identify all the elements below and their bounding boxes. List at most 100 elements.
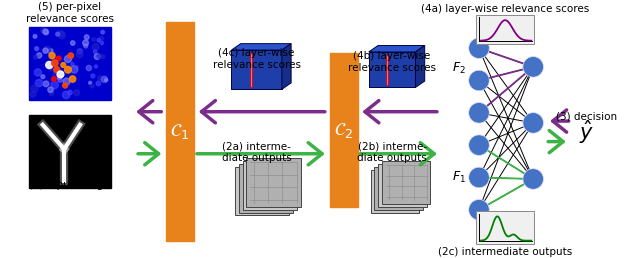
Circle shape bbox=[100, 37, 104, 41]
Circle shape bbox=[48, 49, 53, 54]
Text: (5) per-pixel
relevance scores: (5) per-pixel relevance scores bbox=[26, 2, 114, 24]
Circle shape bbox=[70, 62, 74, 66]
Circle shape bbox=[92, 38, 95, 41]
Bar bbox=[232, 50, 282, 89]
Circle shape bbox=[76, 65, 79, 68]
Polygon shape bbox=[232, 44, 291, 50]
Bar bbox=[29, 115, 111, 188]
Bar bbox=[382, 161, 431, 204]
Circle shape bbox=[63, 78, 70, 85]
Bar bbox=[378, 164, 427, 207]
Circle shape bbox=[53, 72, 58, 77]
Circle shape bbox=[523, 113, 543, 133]
Circle shape bbox=[63, 91, 70, 99]
Circle shape bbox=[48, 87, 53, 92]
Circle shape bbox=[41, 28, 46, 34]
Circle shape bbox=[468, 167, 489, 188]
Text: (2a) interme-
diate outputs: (2a) interme- diate outputs bbox=[222, 142, 292, 163]
Circle shape bbox=[43, 81, 49, 87]
Circle shape bbox=[69, 76, 76, 82]
Circle shape bbox=[57, 30, 63, 37]
Circle shape bbox=[101, 30, 104, 34]
Bar bbox=[166, 22, 194, 241]
Circle shape bbox=[51, 58, 54, 61]
Circle shape bbox=[52, 77, 56, 81]
Text: (2b) interme-
diate outputs: (2b) interme- diate outputs bbox=[357, 142, 427, 163]
Bar bbox=[243, 161, 297, 210]
Circle shape bbox=[57, 75, 61, 79]
Text: (4b) layer-wise
relevance scores: (4b) layer-wise relevance scores bbox=[348, 51, 436, 72]
Circle shape bbox=[44, 30, 49, 35]
Bar bbox=[476, 211, 534, 244]
Circle shape bbox=[33, 55, 37, 59]
Circle shape bbox=[43, 29, 48, 34]
Text: $\mathcal{C}_1$: $\mathcal{C}_1$ bbox=[170, 122, 189, 141]
Circle shape bbox=[101, 76, 108, 83]
Circle shape bbox=[65, 66, 71, 73]
Text: $F_2$: $F_2$ bbox=[452, 61, 466, 76]
Circle shape bbox=[523, 57, 543, 77]
Bar bbox=[374, 167, 423, 210]
Circle shape bbox=[77, 49, 83, 54]
Text: (3) decision: (3) decision bbox=[556, 112, 617, 122]
Circle shape bbox=[95, 65, 97, 68]
Circle shape bbox=[31, 85, 38, 92]
Circle shape bbox=[90, 84, 94, 88]
Circle shape bbox=[97, 38, 100, 42]
Circle shape bbox=[74, 90, 80, 96]
Bar bbox=[371, 170, 419, 213]
Polygon shape bbox=[415, 45, 425, 87]
Bar bbox=[29, 27, 111, 100]
Bar bbox=[235, 167, 289, 215]
Circle shape bbox=[33, 35, 37, 38]
Circle shape bbox=[35, 69, 42, 76]
Circle shape bbox=[93, 50, 97, 53]
Circle shape bbox=[84, 35, 89, 39]
Circle shape bbox=[63, 83, 68, 88]
Circle shape bbox=[468, 103, 489, 123]
Circle shape bbox=[49, 67, 53, 71]
Circle shape bbox=[468, 199, 489, 220]
Circle shape bbox=[45, 61, 53, 69]
Circle shape bbox=[68, 53, 74, 59]
Text: (4a) layer-wise relevance scores: (4a) layer-wise relevance scores bbox=[421, 4, 589, 14]
Circle shape bbox=[51, 81, 58, 89]
Circle shape bbox=[97, 54, 102, 59]
Circle shape bbox=[83, 40, 88, 46]
Circle shape bbox=[43, 48, 48, 53]
Circle shape bbox=[468, 70, 489, 91]
Circle shape bbox=[49, 53, 55, 59]
Circle shape bbox=[56, 32, 60, 36]
Circle shape bbox=[104, 78, 108, 82]
Circle shape bbox=[86, 65, 92, 71]
Bar bbox=[476, 14, 534, 44]
Circle shape bbox=[96, 81, 100, 86]
Text: $\hat{y}$: $\hat{y}$ bbox=[579, 118, 594, 146]
Text: (2c) intermediate outputs: (2c) intermediate outputs bbox=[438, 247, 572, 257]
Circle shape bbox=[70, 66, 78, 73]
Circle shape bbox=[54, 67, 60, 73]
Circle shape bbox=[35, 47, 38, 51]
Polygon shape bbox=[369, 45, 425, 52]
Circle shape bbox=[65, 55, 72, 62]
Circle shape bbox=[84, 44, 88, 48]
Text: $\mathcal{C}_2$: $\mathcal{C}_2$ bbox=[334, 121, 353, 140]
Circle shape bbox=[44, 46, 51, 53]
Circle shape bbox=[70, 41, 75, 45]
Circle shape bbox=[523, 169, 543, 189]
Polygon shape bbox=[282, 44, 291, 89]
Circle shape bbox=[100, 41, 104, 45]
Bar bbox=[239, 164, 293, 213]
Circle shape bbox=[76, 51, 83, 58]
Circle shape bbox=[94, 54, 100, 59]
Circle shape bbox=[68, 90, 72, 95]
Circle shape bbox=[30, 92, 36, 97]
Circle shape bbox=[36, 53, 42, 58]
Bar bbox=[369, 52, 415, 87]
Bar bbox=[330, 53, 358, 207]
Text: (4c) layer-wise
relevance scores: (4c) layer-wise relevance scores bbox=[212, 48, 301, 70]
Circle shape bbox=[58, 78, 62, 82]
Circle shape bbox=[56, 56, 61, 61]
Circle shape bbox=[61, 63, 66, 67]
Circle shape bbox=[49, 91, 54, 96]
